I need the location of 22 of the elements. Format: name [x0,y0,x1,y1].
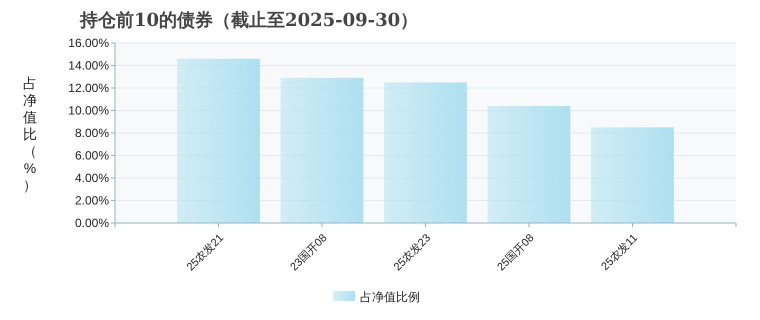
x-tick-label: 25国开08 [495,232,537,274]
y-axis-title: 占净值比（%） [23,75,37,193]
x-tick-label: 25农发23 [392,232,434,274]
y-tick-label: 6.00% [74,148,110,162]
y-tick-label: 8.00% [74,126,110,140]
y-tick-label: 16.00% [68,36,110,50]
y-tick-label: 10.00% [68,104,110,118]
y-tick-label: 4.00% [74,171,110,185]
y-tick-label: 2.00% [74,194,110,208]
y-tick-label: 14.00% [68,58,110,72]
y-tick-label: 0.00% [74,216,110,230]
x-tick-label: 25农发11 [599,232,640,273]
x-tick-label: 25农发21 [184,232,226,274]
bar [591,127,674,223]
bar [177,58,260,223]
chart-title: 持仓前10的债券（截止至2025-09-30） [79,10,418,31]
bar [280,78,364,223]
y-tick-label: 12.00% [68,81,110,95]
x-tick-label: 23国开08 [288,232,330,274]
legend-label: 占净值比例 [360,290,420,304]
bar [488,106,570,223]
bar [384,82,467,223]
